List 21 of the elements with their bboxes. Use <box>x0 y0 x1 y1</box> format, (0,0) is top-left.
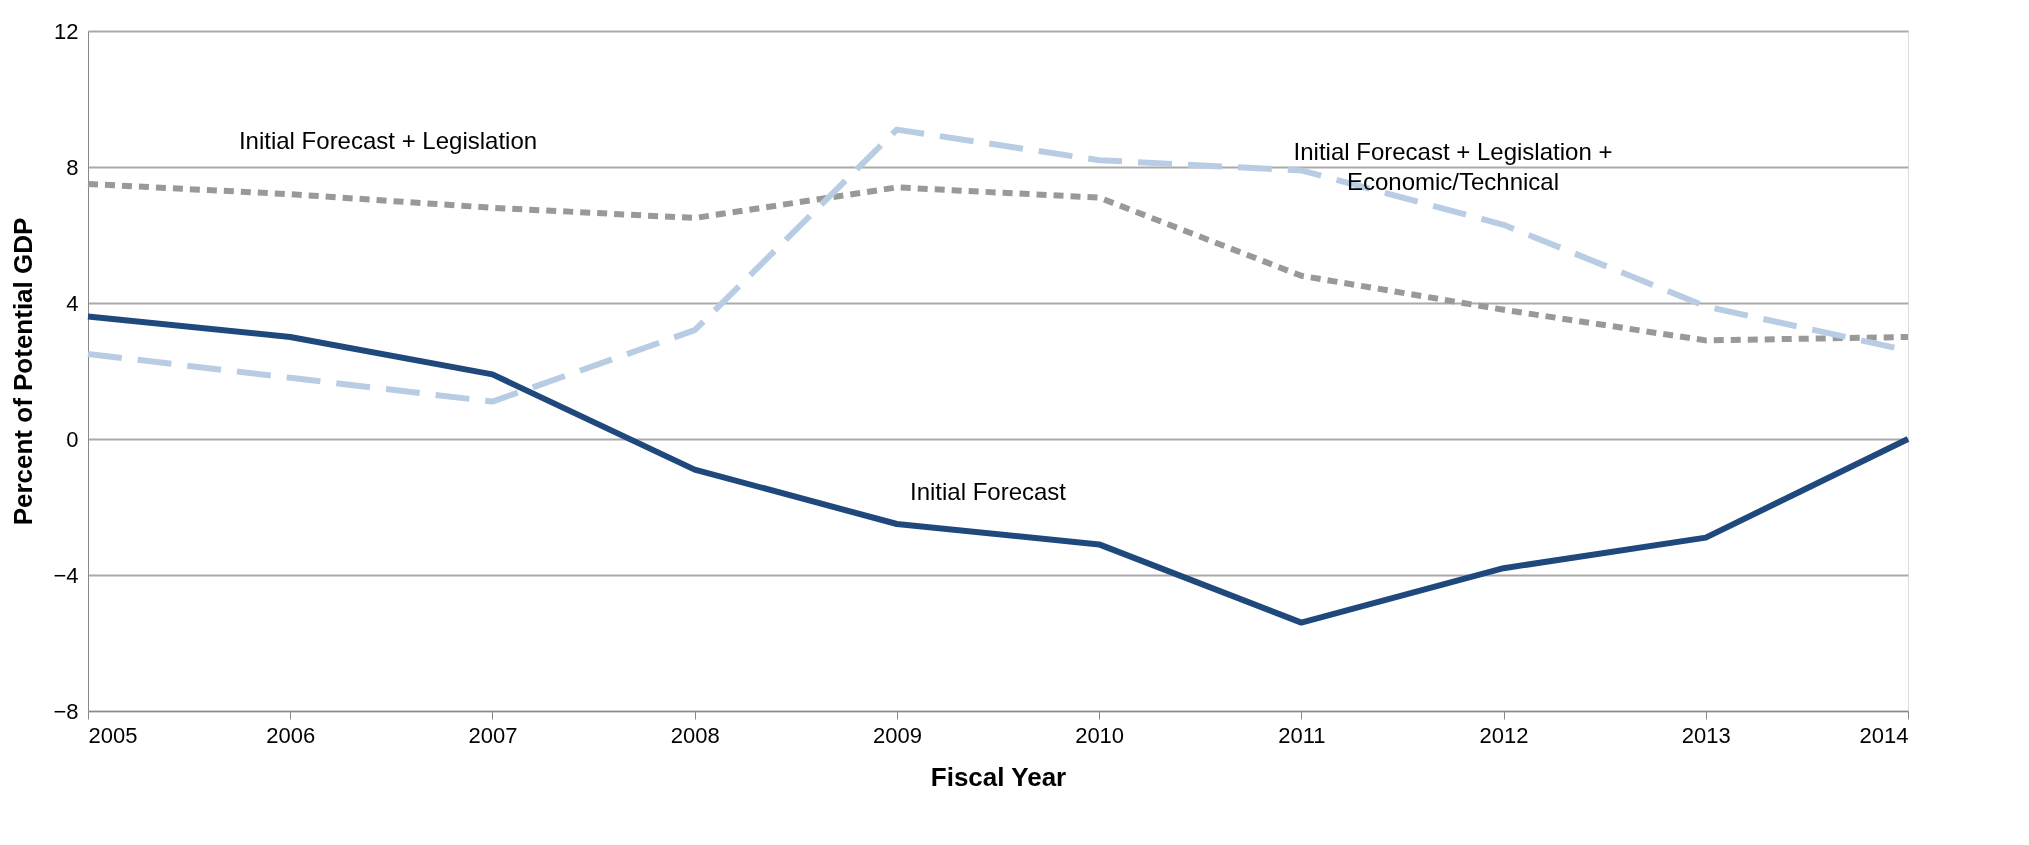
x-tick-label: 2013 <box>1681 722 1731 748</box>
y-tick-label: −8 <box>53 698 79 724</box>
x-tick-label: 2014 <box>1859 722 1909 748</box>
y-tick-label: 4 <box>66 290 79 316</box>
series-label: Initial Forecast + Legislation <box>238 127 538 154</box>
x-axis-title: Fiscal Year <box>930 761 1067 792</box>
x-tick-label: 2008 <box>670 722 720 748</box>
series-label: Initial Forecast <box>909 478 1067 505</box>
y-tick-label: −4 <box>53 562 79 588</box>
y-tick-label: 8 <box>66 154 79 180</box>
series-label: Initial Forecast + Legislation + Economic/Technical <box>1293 138 1613 195</box>
x-tick-label: 2009 <box>872 722 922 748</box>
x-tick-label: 2011 <box>1278 722 1326 748</box>
x-tick-label: 2007 <box>468 722 518 748</box>
x-tick-label: 2005 <box>88 722 138 748</box>
y-tick-label: 0 <box>66 426 79 452</box>
x-tick-label: 2006 <box>266 722 316 748</box>
y-axis-title: Percent of Potential GDP <box>8 217 39 526</box>
x-tick-label: 2010 <box>1075 722 1125 748</box>
y-tick-label: 12 <box>54 18 79 44</box>
x-tick-label: 2012 <box>1479 722 1529 748</box>
